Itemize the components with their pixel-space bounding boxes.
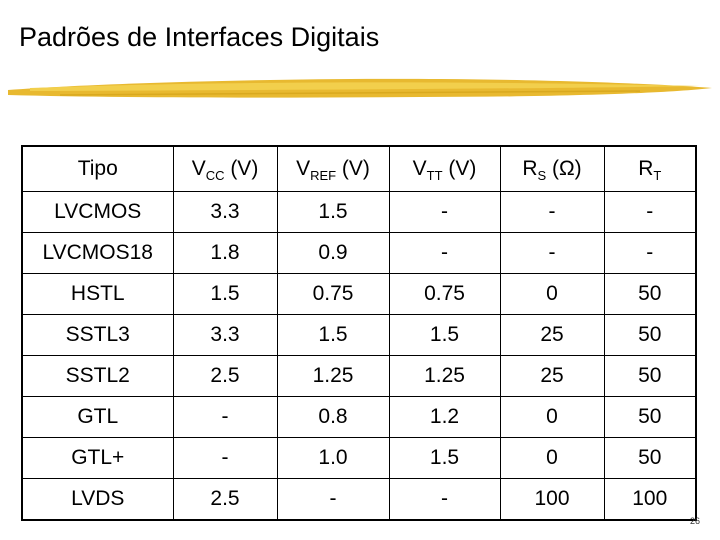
table-cell: 0.9 — [276, 232, 390, 274]
header-symbol: Tipo — [77, 157, 118, 180]
row-type-cell: GTL+ — [21, 437, 174, 479]
table-cell: 0.75 — [388, 273, 501, 315]
slide-title: Padrões de Interfaces Digitais — [19, 22, 380, 52]
row-type-cell: SSTL3 — [21, 314, 174, 356]
table-cell: 3.3 — [172, 314, 278, 356]
table-cell: 50 — [603, 355, 697, 397]
header-unit: (V) — [442, 157, 477, 180]
table-cell: - — [603, 232, 697, 274]
table-row: GTL -0.8 1.2 0 50 — [21, 396, 697, 438]
table-cell: - — [499, 232, 605, 274]
header-symbol: V — [191, 157, 206, 180]
table-cell: 2.5 — [172, 478, 278, 521]
row-type-cell: GTL — [21, 396, 174, 438]
brush-stroke-highlight — [30, 82, 700, 91]
table-row: LVDS 2.5- -100 100 — [21, 478, 697, 521]
table-cell: - — [603, 191, 697, 233]
table-cell: - — [172, 437, 278, 479]
table-cell: - — [388, 232, 501, 274]
header-subscript: REF — [310, 168, 337, 183]
table-cell: 1.5 — [172, 273, 278, 315]
header-unit: (Ω) — [546, 157, 582, 180]
header-subscript: T — [653, 168, 662, 183]
table-cell: 0 — [499, 437, 605, 479]
table-row: SSTL2 2.5 1.25 1.25 25 50 — [21, 355, 697, 397]
row-type-cell: LVCMOS18 — [21, 232, 174, 274]
table-cell: 1.5 — [388, 314, 501, 356]
table-row: LVCMOS18 1.8 0.9- - - — [21, 232, 697, 274]
table-cell: 1.8 — [172, 232, 278, 274]
table-cell: 1.2 — [388, 396, 501, 438]
table-cell: 1.5 — [276, 191, 390, 233]
table-cell: 1.25 — [276, 355, 390, 397]
header-symbol: R — [522, 157, 538, 180]
table-cell: 0.8 — [276, 396, 390, 438]
table-cell: 0 — [499, 396, 605, 438]
table-cell: 50 — [603, 314, 697, 356]
table-cell: 50 — [603, 273, 697, 315]
header-symbol: V — [412, 157, 427, 180]
table-row: HSTL 1.5 0.75 0.75 0 50 — [21, 273, 697, 315]
table-cell: 1.0 — [276, 437, 390, 479]
interface-standards-table: Tipo VCC (V) VREF (V) VTT (V) RS (Ω) RT LVCMOS… — [21, 145, 697, 521]
table-cell: - — [388, 478, 501, 521]
table-cell: - — [172, 396, 278, 438]
table-cell: 25 — [499, 314, 605, 356]
row-type-cell: LVDS — [21, 478, 174, 521]
row-type-cell: SSTL2 — [21, 355, 174, 397]
column-header: VREF (V) — [276, 145, 390, 192]
column-header: Tipo — [21, 145, 174, 192]
page-number: 26 — [690, 516, 701, 526]
yellow-brush-stroke — [8, 78, 712, 98]
table-body: Tipo VCC (V) VREF (V) VTT (V) RS (Ω) RT LVCMOS… — [21, 145, 697, 521]
header-subscript: S — [537, 168, 547, 183]
table-cell: 2.5 — [172, 355, 278, 397]
header-symbol: R — [638, 157, 654, 180]
table-row: LVCMOS 3.3 1.5- - - — [21, 191, 697, 233]
row-type-cell: LVCMOS — [21, 191, 174, 233]
table-cell: 100 — [603, 478, 697, 521]
table-cell: - — [499, 191, 605, 233]
table-header-row: Tipo VCC (V) VREF (V) VTT (V) RS (Ω) RT — [21, 145, 697, 192]
column-header: VTT (V) — [388, 145, 501, 192]
table-cell: 1.5 — [276, 314, 390, 356]
table-cell: 25 — [499, 355, 605, 397]
column-header: VCC (V) — [172, 145, 278, 192]
header-subscript: CC — [205, 168, 225, 183]
table-cell: 0 — [499, 273, 605, 315]
table-cell: 3.3 — [172, 191, 278, 233]
table-cell: 1.25 — [388, 355, 501, 397]
column-header: RS (Ω) — [499, 145, 605, 192]
header-unit: (V) — [336, 157, 370, 180]
table-cell: 1.5 — [388, 437, 501, 479]
row-type-cell: HSTL — [21, 273, 174, 315]
table-row: GTL+ -1.0 1.5 0 50 — [21, 437, 697, 479]
table-cell: 100 — [499, 478, 605, 521]
header-unit: (V) — [224, 157, 259, 180]
header-subscript: TT — [426, 168, 443, 183]
column-header: RT — [603, 145, 697, 192]
header-symbol: V — [296, 157, 311, 180]
table-cell: - — [388, 191, 501, 233]
brush-stroke-streak — [59, 90, 641, 96]
table-cell: 50 — [603, 396, 697, 438]
table-cell: 50 — [603, 437, 697, 479]
table-row: SSTL3 3.3 1.5 1.5 25 50 — [21, 314, 697, 356]
table-cell: 0.75 — [276, 273, 390, 315]
table-cell: - — [276, 478, 390, 521]
